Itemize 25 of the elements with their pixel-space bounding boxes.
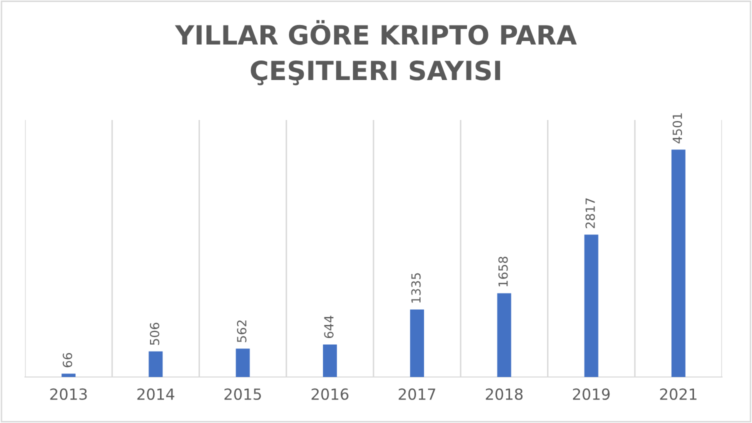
data-label: 644 <box>324 316 334 338</box>
x-tick-label: 2015 <box>224 388 261 400</box>
bar <box>322 344 337 377</box>
bar <box>410 310 424 377</box>
x-tick-label: 2018 <box>486 388 523 400</box>
data-label: 4501 <box>672 113 682 144</box>
bar <box>62 374 76 377</box>
chart-title: YILLAR GÖRE KRIPTO PARA ÇEŞITLERI SAYISI <box>174 20 577 86</box>
x-tick-label: 2016 <box>312 388 348 400</box>
x-tick-label: 2014 <box>137 388 174 400</box>
x-tick-label: 2017 <box>398 388 436 400</box>
x-tick-label: 2019 <box>572 388 610 400</box>
x-tick-label: 2013 <box>50 388 87 400</box>
bar <box>236 348 250 377</box>
bar <box>584 234 598 377</box>
data-label: 562 <box>236 320 246 342</box>
data-label: 1658 <box>498 256 508 286</box>
data-label: 2817 <box>585 198 595 228</box>
data-label: 506 <box>150 322 160 345</box>
data-label: 1335 <box>411 273 421 303</box>
x-tick-label: 2021 <box>660 388 696 400</box>
data-label: 66 <box>62 352 72 368</box>
bar <box>671 150 686 377</box>
bar <box>148 351 163 377</box>
bar <box>497 293 512 377</box>
